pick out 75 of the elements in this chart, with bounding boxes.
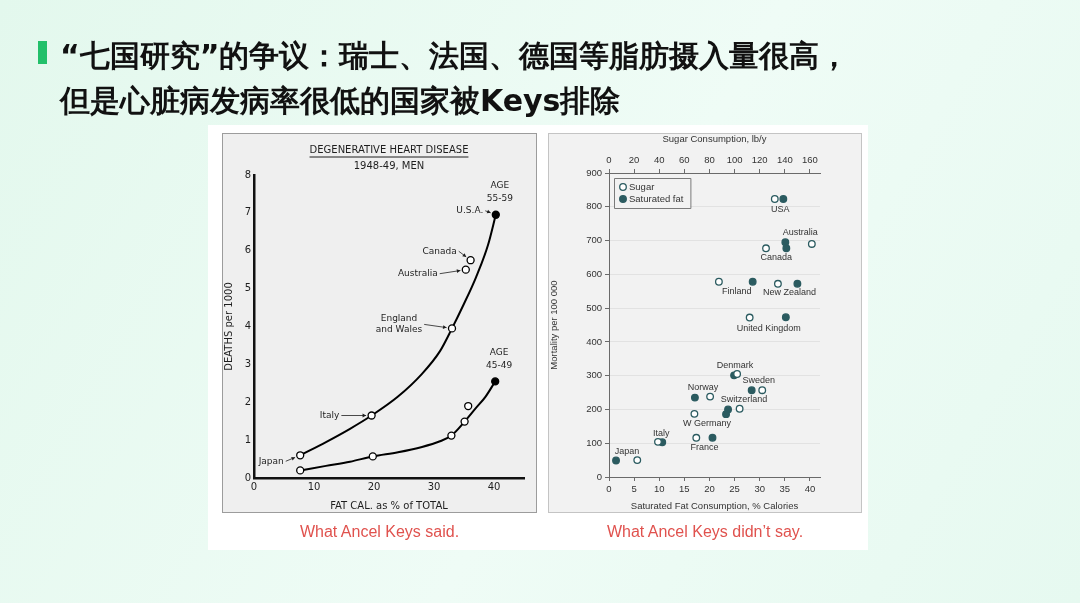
x2-tick-label: 40 bbox=[653, 153, 665, 165]
annotation: Canada bbox=[422, 245, 457, 256]
y-tick-label: 8 bbox=[244, 168, 251, 180]
y-tick-label: 7 bbox=[244, 206, 251, 218]
x2-tick-label: 60 bbox=[679, 153, 690, 165]
annotation: Denmark bbox=[716, 359, 754, 370]
annotation: U.S.A. bbox=[456, 205, 484, 216]
y-tick-label: 1 bbox=[244, 433, 251, 445]
y-tick-label: 200 bbox=[586, 403, 602, 415]
y-tick-label: 900 bbox=[586, 166, 602, 178]
x2-tick-label: 100 bbox=[726, 153, 743, 165]
annotation: Italy bbox=[652, 427, 670, 438]
x-tick-label: 10 bbox=[653, 483, 665, 495]
text: What Ancel Keys said. bbox=[298, 523, 461, 541]
y-tick-label: 500 bbox=[586, 301, 602, 313]
text: “七国研究”的争议：瑞士、法国、德国等脂肪摄入量很高，但是心脏病发病率很低的国家被Keys排除 bbox=[60, 37, 851, 120]
annotation: England and Wales bbox=[375, 313, 423, 335]
annotation: Canada bbox=[760, 252, 793, 263]
x2-tick-label: 120 bbox=[751, 153, 768, 165]
annotation: Finland bbox=[721, 286, 752, 297]
series-label: AGE 55-59 bbox=[486, 180, 514, 204]
text: What Ancel Keys didn’t say. bbox=[605, 523, 805, 541]
legend-label: Saturated fat bbox=[629, 192, 684, 204]
x-axis-title: Saturated Fat Consumption, % Calories bbox=[630, 499, 799, 511]
y-tick-label: 5 bbox=[244, 282, 251, 294]
x-tick-label: 15 bbox=[679, 483, 690, 495]
annotation: New Zealand bbox=[762, 287, 816, 298]
y-tick-label: 100 bbox=[586, 436, 602, 448]
annotation: Switzerland bbox=[720, 394, 768, 405]
x2-tick-label: 20 bbox=[628, 153, 640, 165]
x-tick-label: 10 bbox=[307, 480, 321, 492]
series-label: AGE 45-49 bbox=[486, 346, 513, 370]
y-tick-label: 2 bbox=[244, 395, 251, 407]
y-tick-label: 700 bbox=[586, 234, 602, 246]
annotation: France bbox=[690, 442, 719, 453]
annotation: Japan bbox=[257, 455, 284, 466]
x-tick-label: 40 bbox=[487, 480, 501, 492]
x-tick-label: 35 bbox=[779, 483, 791, 495]
x-tick-label: 20 bbox=[367, 480, 381, 492]
y-tick-label: 6 bbox=[244, 244, 251, 256]
annotation: Australia bbox=[397, 268, 438, 279]
y-tick-label: 400 bbox=[586, 335, 602, 347]
annotation: Australia bbox=[782, 227, 818, 238]
annotation: Norway bbox=[687, 382, 719, 393]
x-tick-label: 0 bbox=[606, 483, 612, 495]
annotation: Italy bbox=[319, 409, 341, 420]
legend-label: Sugar bbox=[629, 180, 655, 192]
x-axis-title: FAT CAL. as % of TOTAL bbox=[330, 499, 449, 511]
x-tick-label: 30 bbox=[754, 483, 765, 495]
x-tick-label: 40 bbox=[804, 483, 816, 495]
y-tick-label: 300 bbox=[586, 369, 602, 381]
chart-title: DEGENERATIVE HEART DISEASE bbox=[309, 143, 469, 155]
annotation: Japan bbox=[614, 445, 640, 456]
annotation: United Kingdom bbox=[736, 322, 801, 333]
annotation: W Germany bbox=[683, 418, 732, 429]
chart-subtitle: 1948-49, MEN bbox=[353, 159, 425, 171]
y-axis-title: Mortality per 100 000 bbox=[548, 280, 560, 370]
y-axis-title: DEATHS per 1000 bbox=[222, 282, 234, 371]
x-tick-label: 25 bbox=[729, 483, 740, 495]
x-tick-label: 5 bbox=[631, 483, 637, 495]
x2-tick-label: 160 bbox=[802, 153, 818, 165]
annotation: Sweden bbox=[742, 375, 775, 386]
x2-tick-label: 140 bbox=[776, 153, 793, 165]
y-tick-label: 0 bbox=[596, 470, 602, 482]
x2-tick-label: 80 bbox=[704, 153, 715, 165]
x2-tick-label: 0 bbox=[606, 153, 612, 165]
y-tick-label: 4 bbox=[244, 320, 251, 332]
annotation: USA bbox=[771, 203, 790, 214]
y-tick-label: 3 bbox=[244, 357, 251, 369]
x-tick-label: 20 bbox=[704, 483, 715, 495]
y-tick-label: 800 bbox=[586, 200, 602, 212]
y-tick-label: 0 bbox=[244, 471, 251, 483]
x-tick-label: 30 bbox=[427, 480, 441, 492]
y-tick-label: 600 bbox=[586, 267, 602, 279]
x2-axis-title: Sugar Consumption, lb/y bbox=[662, 133, 767, 145]
